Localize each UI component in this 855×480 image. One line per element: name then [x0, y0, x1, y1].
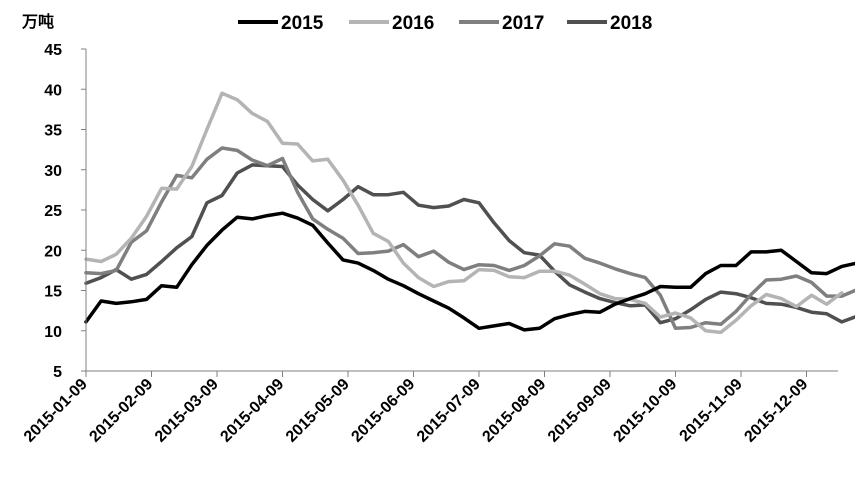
legend-label: 2016	[392, 13, 434, 34]
series-line-2015	[84, 211, 855, 332]
series-line-2018	[84, 163, 855, 325]
y-tick-label: 30	[44, 163, 62, 180]
x-tick-label: 2015-11-09	[677, 376, 746, 445]
legend-item-2016: 2016	[349, 13, 434, 34]
x-tick-label: 2015-12-09	[741, 376, 811, 446]
y-axis-unit-label: 万吨	[21, 12, 54, 31]
legend-item-2018: 2018	[567, 13, 652, 34]
series-line-2017	[84, 146, 855, 331]
y-tick-label: 15	[44, 284, 62, 301]
y-tick-label: 10	[44, 324, 62, 341]
x-tick-label: 2015-07-09	[414, 376, 484, 446]
y-tick-label: 40	[44, 82, 62, 99]
x-tick-label: 2015-06-09	[348, 376, 418, 446]
y-tick-label: 35	[44, 123, 62, 140]
legend-label: 2015	[281, 13, 324, 34]
x-tick-label: 2015-01-09	[21, 376, 91, 446]
x-tick-label: 2015-04-09	[217, 376, 287, 446]
legend-item-2015: 2015	[238, 13, 324, 34]
x-tick-label: 2015-10-09	[610, 376, 680, 446]
legend-label: 2018	[610, 13, 652, 34]
y-tick-label: 20	[44, 243, 62, 260]
axes-layer: 510152025303540452015-01-092015-02-09201…	[21, 42, 838, 446]
x-tick-label: 2015-08-09	[479, 376, 549, 446]
legend: 2015 2016 2017 2018	[238, 13, 652, 34]
series-line-2016	[84, 91, 844, 335]
legend-item-2017: 2017	[459, 13, 544, 34]
x-tick-label: 2015-05-09	[283, 376, 353, 446]
x-tick-label: 2015-03-09	[152, 376, 222, 446]
y-tick-label: 25	[44, 203, 62, 220]
x-tick-label: 2015-02-09	[86, 376, 156, 446]
y-tick-label: 5	[53, 364, 62, 381]
y-tick-label: 45	[44, 42, 62, 59]
x-tick-label: 2015-09-09	[545, 376, 615, 446]
legend-label: 2017	[502, 13, 544, 34]
series-layer	[84, 91, 855, 335]
